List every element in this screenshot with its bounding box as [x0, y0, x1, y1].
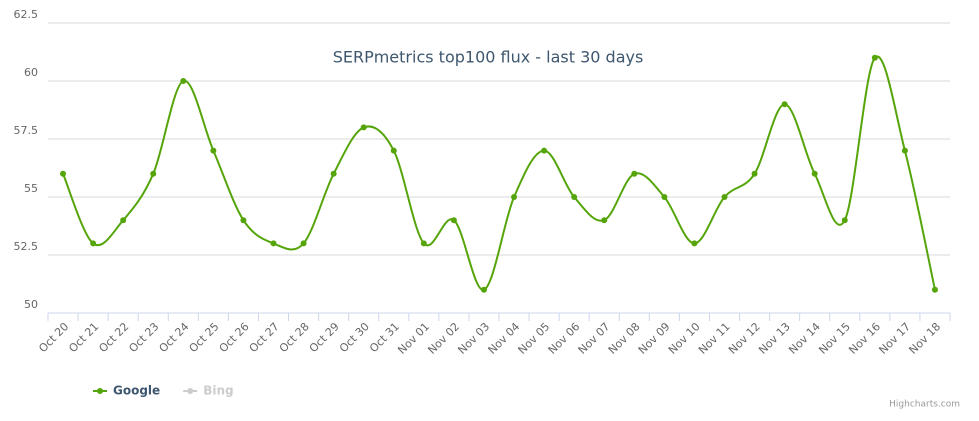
x-tick-label: Oct 21	[66, 320, 101, 355]
x-tick-label: Nov 11	[696, 320, 733, 357]
x-tick-label: Oct 23	[126, 320, 161, 355]
x-tick-label: Nov 06	[546, 320, 583, 357]
point[interactable]	[811, 170, 818, 177]
y-tick-label: 52.5	[14, 240, 39, 253]
point[interactable]	[721, 194, 728, 200]
legend-label[interactable]: Bing	[203, 384, 233, 398]
point[interactable]	[120, 217, 127, 224]
y-tick-label: 50	[24, 298, 38, 311]
point[interactable]	[631, 170, 638, 177]
point[interactable]	[601, 217, 608, 224]
point[interactable]	[480, 286, 487, 293]
x-tick-label: Oct 24	[157, 320, 192, 355]
point[interactable]	[541, 147, 548, 154]
x-tick-label: Nov 14	[786, 320, 823, 357]
point[interactable]	[901, 147, 908, 154]
x-tick-label: Nov 01	[395, 320, 432, 357]
x-tick-label: Nov 08	[606, 320, 643, 357]
x-tick-label: Oct 20	[36, 320, 71, 355]
x-tick-label: Nov 16	[846, 320, 883, 357]
x-tick-label: Nov 13	[756, 320, 793, 357]
x-tick-label: Nov 09	[636, 320, 673, 357]
x-tick-label: Nov 17	[876, 320, 913, 357]
point[interactable]	[60, 170, 67, 177]
x-tick-label: Oct 28	[277, 320, 312, 355]
x-tick-label: Nov 12	[726, 320, 763, 357]
x-tick-label: Nov 04	[486, 320, 523, 357]
x-tick-label: Nov 05	[516, 320, 553, 357]
legend-label[interactable]: Google	[113, 384, 160, 398]
point[interactable]	[390, 147, 397, 154]
x-tick-label: Nov 07	[576, 320, 613, 357]
point[interactable]	[661, 194, 668, 200]
point[interactable]	[871, 54, 878, 61]
x-tick-label: Oct 26	[217, 320, 252, 355]
point[interactable]	[931, 286, 938, 293]
x-tick-label: Nov 03	[455, 320, 492, 357]
point[interactable]	[841, 217, 848, 224]
credits[interactable]: Highcharts.com	[889, 400, 960, 410]
point[interactable]	[450, 217, 457, 224]
point[interactable]	[330, 170, 337, 177]
x-tick-label: Nov 18	[906, 320, 943, 357]
legend-marker	[187, 388, 194, 394]
point[interactable]	[420, 240, 427, 247]
x-tick-label: Oct 22	[96, 320, 131, 355]
x-tick-label: Oct 27	[247, 320, 282, 355]
point[interactable]	[511, 194, 518, 200]
x-tick-label: Oct 25	[187, 320, 222, 355]
point[interactable]	[240, 217, 247, 224]
point[interactable]	[210, 147, 217, 154]
point[interactable]	[781, 101, 788, 108]
x-tick-label: Nov 15	[816, 320, 853, 357]
x-tick-label: Oct 29	[307, 320, 342, 355]
chart-title: SERPmetrics top100 flux - last 30 days	[333, 48, 644, 67]
x-tick-label: Nov 10	[666, 320, 703, 357]
point[interactable]	[751, 170, 758, 177]
point[interactable]	[300, 240, 307, 247]
y-tick-label: 62.5	[14, 8, 39, 21]
y-tick-label: 55	[24, 182, 38, 195]
point[interactable]	[90, 240, 97, 247]
point[interactable]	[360, 124, 367, 131]
x-tick-label: Oct 30	[337, 320, 372, 355]
y-tick-label: 60	[24, 66, 38, 79]
x-tick-label: Nov 02	[425, 320, 462, 357]
legend-marker	[97, 388, 103, 394]
point[interactable]	[270, 240, 277, 247]
point[interactable]	[691, 240, 698, 247]
point[interactable]	[150, 170, 157, 177]
point[interactable]	[571, 194, 578, 200]
y-tick-label: 57.5	[14, 124, 39, 137]
point[interactable]	[180, 78, 187, 84]
